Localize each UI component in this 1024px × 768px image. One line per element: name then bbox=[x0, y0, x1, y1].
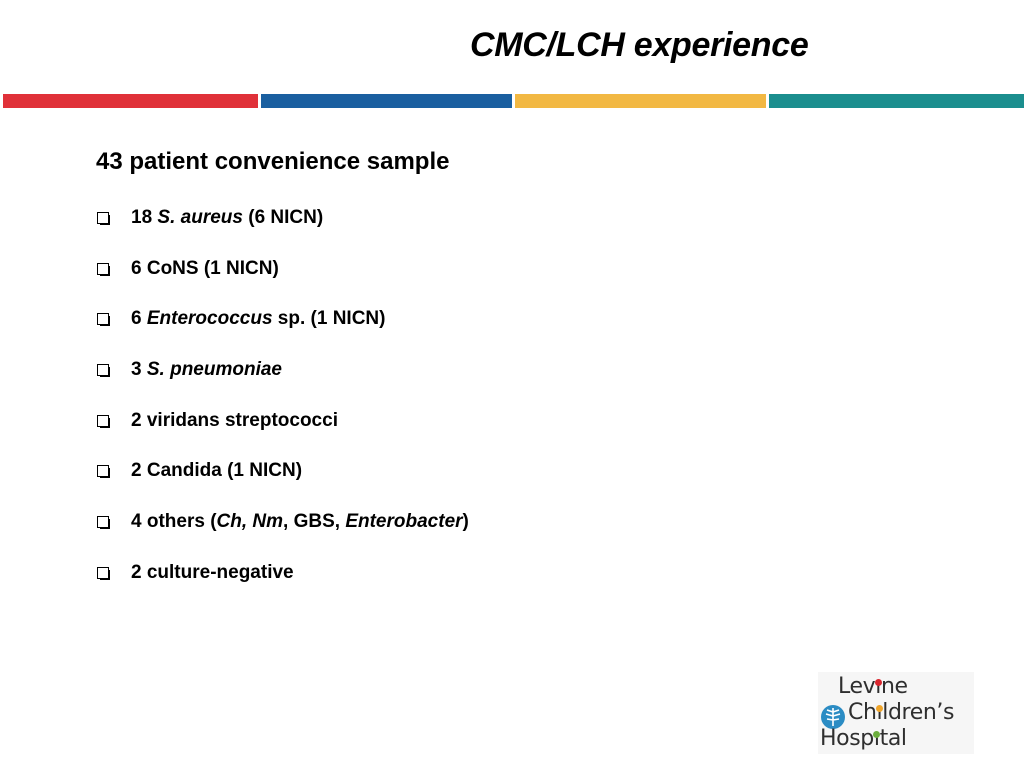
logo-colored-i: ı bbox=[873, 726, 881, 751]
bullet-text: 6 CoNS (1 NICN) bbox=[131, 258, 279, 280]
color-stripe-bar bbox=[3, 94, 1024, 108]
checkbox-bullet-icon bbox=[97, 364, 110, 378]
bullet-item: 2 Candida (1 NICN) bbox=[97, 460, 469, 511]
bullet-item: 3 S. pneumoniae bbox=[97, 359, 469, 410]
bullet-item: 2 viridans streptococci bbox=[97, 410, 469, 461]
levine-childrens-hospital-logo: Levı ne Chı ldren’s Hospı tal bbox=[818, 672, 974, 754]
checkbox-bullet-icon bbox=[97, 414, 110, 428]
tree-leaf-icon bbox=[821, 705, 845, 729]
bullet-text-run: (6 NICN) bbox=[242, 207, 324, 228]
stripe-teal bbox=[769, 94, 1024, 108]
logo-line-childrens: Chı ldren’s bbox=[848, 700, 955, 725]
bullet-item: 4 others (Ch, Nm, GBS, Enterobacter) bbox=[97, 511, 469, 562]
bullet-text-run: 2 viridans streptococci bbox=[131, 409, 338, 431]
bullet-text: 3 S. pneumoniae bbox=[131, 359, 282, 381]
bullet-text-run: Enterobacter bbox=[345, 511, 463, 533]
bullet-text-run: ) bbox=[462, 511, 469, 533]
bullet-text-run: 3 bbox=[131, 359, 147, 381]
slide-title: CMC/LCH experience bbox=[470, 26, 809, 64]
bullet-text-run: 2 Candida (1 NICN) bbox=[131, 460, 303, 482]
bullet-text-run: 18 bbox=[131, 207, 158, 228]
logo-line-levine: Levı ne bbox=[838, 674, 908, 699]
checkbox-bullet-icon bbox=[97, 465, 110, 479]
bullet-text-run: S. aureus bbox=[157, 207, 243, 228]
checkbox-bullet-icon bbox=[97, 212, 110, 225]
bullet-item: 18 S. aureus (6 NICN) bbox=[97, 207, 469, 258]
bullet-text: 18 S. aureus (6 NICN) bbox=[131, 207, 323, 229]
bullet-text-run: S. pneumoniae bbox=[146, 359, 282, 381]
bullet-text: 2 culture-negative bbox=[131, 562, 294, 584]
stripe-yellow bbox=[515, 94, 769, 108]
stripe-blue bbox=[261, 94, 515, 108]
bullet-text-run: , GBS, bbox=[283, 511, 346, 533]
bullet-text: 4 others (Ch, Nm, GBS, Enterobacter) bbox=[131, 511, 469, 533]
logo-line-hospital: Hospı tal bbox=[820, 726, 907, 751]
logo-colored-i: ı bbox=[875, 700, 883, 725]
checkbox-bullet-icon bbox=[97, 516, 110, 530]
bullet-item: 6 CoNS (1 NICN) bbox=[97, 258, 469, 309]
bullet-text-run: sp. (1 NICN) bbox=[272, 308, 386, 330]
checkbox-bullet-icon bbox=[97, 566, 110, 580]
stripe-red bbox=[3, 94, 261, 108]
bullet-text-run: 6 bbox=[131, 308, 147, 330]
checkbox-bullet-icon bbox=[97, 262, 110, 276]
bullet-text-run: 2 culture-negative bbox=[131, 561, 294, 583]
bullet-list: 18 S. aureus (6 NICN) 6 CoNS (1 NICN) 6 En… bbox=[97, 207, 469, 613]
bullet-text-run: 4 others ( bbox=[131, 511, 217, 533]
bullet-text: 2 Candida (1 NICN) bbox=[131, 460, 302, 482]
bullet-item: 6 Enterococcus sp. (1 NICN) bbox=[97, 308, 469, 359]
checkbox-bullet-icon bbox=[97, 313, 110, 327]
bullet-text-run: Ch, Nm bbox=[216, 511, 284, 533]
bullet-text: 2 viridans streptococci bbox=[131, 410, 338, 432]
bullet-text-run: Enterococcus bbox=[146, 308, 273, 330]
section-heading: 43 patient convenience sample bbox=[96, 148, 450, 175]
logo-colored-i: ı bbox=[874, 674, 882, 699]
bullet-text-run: 6 CoNS (1 NICN) bbox=[131, 257, 279, 279]
bullet-item: 2 culture-negative bbox=[97, 562, 469, 613]
bullet-text: 6 Enterococcus sp. (1 NICN) bbox=[131, 308, 385, 330]
